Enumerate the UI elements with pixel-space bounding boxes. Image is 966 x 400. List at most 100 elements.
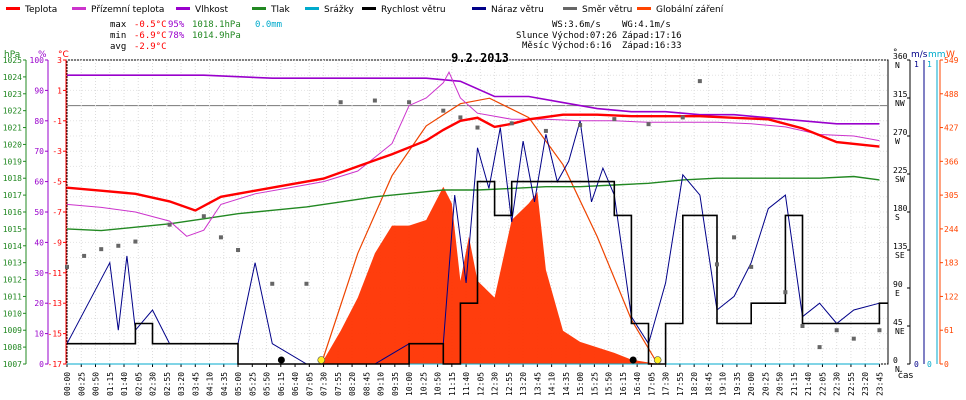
series [65,71,888,365]
solar-tick-label: 366 [944,157,959,166]
direction-compass-label: SE [895,251,905,260]
time-tick-label: 02:55 [163,372,172,396]
time-tick-label: 02:05 [134,372,143,396]
legend-label-7: Směr větru [582,5,632,15]
time-tick-label: 01:15 [106,372,115,396]
sun-moon-block: WS:3.6m/s WG:4.1m/s Slunce Východ:07:26 … [516,20,682,51]
direction-compass-label: S [895,213,900,222]
time-tick-label: 01:40 [120,372,129,396]
pressure-tick-label: 1014 [3,242,22,251]
moon-rise: Východ:6:16 [552,41,612,51]
temperature-tick-label: -11 [48,269,63,278]
time-tick-label: 18:45 [704,372,713,396]
stats-max-press: 1018.1hPa [192,20,241,30]
solar-tick-label: 0 [944,360,949,369]
time-tick-label: 15:50 [605,372,614,396]
wind-unit: m/s [911,50,928,60]
time-tick-label: 00:00 [63,372,72,396]
pressure-tick-label: 1015 [3,225,22,234]
time-tick-label: 14:35 [562,372,571,396]
stats-avg-temp: -2.9°C [134,42,167,52]
wind-direction-point [697,79,702,84]
time-tick-label: 04:10 [206,372,215,396]
wind-direction-point [834,328,839,333]
time-tick-label: 14:10 [548,372,557,396]
time-tick-label: 00:25 [77,372,86,396]
pressure-tick-label: 1007 [3,360,22,369]
time-tick-label: 20:00 [747,372,756,396]
pressure-tick-label: 1017 [3,191,22,200]
stats-max-temp: -0.5°C [134,20,167,30]
time-tick-label: 05:00 [234,372,243,396]
legend-swatch-7 [563,7,577,10]
time-tick-label: 19:35 [733,372,742,396]
time-tick-label: 10:00 [405,372,414,396]
wind-direction-point [851,336,856,341]
series-ground-temp-line [66,71,880,237]
wind-direction-point [458,115,463,120]
pressure-tick-label: 1011 [3,292,22,301]
direction-tick-label: 45 [893,318,903,327]
time-tick-label: 22:30 [833,372,842,396]
time-tick-label: 20:25 [761,372,770,396]
time-tick-label: 18:20 [690,372,699,396]
legend-swatch-0 [6,7,20,10]
time-tick-label: 15:25 [590,372,599,396]
time-tick-label: 08:20 [348,372,357,396]
pressure-tick-label: 1020 [3,140,22,149]
wind-direction-point [65,264,69,269]
moon-marker [277,356,285,364]
series-solar-clear-line [320,97,659,365]
wind-direction-point [732,235,737,240]
wind-direction-point [218,235,223,240]
wind-direction-point [800,324,805,328]
direction-unit: ° [893,48,898,58]
stats-max-rain: 0.0mm [255,20,282,30]
time-tick-label: 15:00 [576,372,585,396]
temperature-tick-label: -9 [52,238,62,247]
wind-direction-point [612,117,617,122]
wind-direction-point [116,243,121,248]
pressure-tick-label: 1018 [3,174,22,183]
pressure-unit: hPa [4,50,20,60]
time-tick-label: 22:05 [818,372,827,396]
legend-label-8: Globální záření [656,5,724,15]
stats-block: max -0.5°C 95% 1018.1hPa 0.0mm min -6.9°… [110,20,282,52]
solar-tick-label: 61 [944,326,954,335]
direction-tick-label: 0 [893,356,898,365]
series-humidity-line [67,74,880,125]
humidity-tick-label: 100 [30,56,45,65]
sun-label: Slunce [516,31,549,41]
direction-compass-label: N [895,365,900,374]
pressure-tick-label: 1013 [3,259,22,268]
wind-direction-point [167,222,172,227]
moon-set: Západ:16:33 [622,41,682,51]
pressure-tick-label: 1012 [3,276,22,285]
solar-unit: W [946,50,955,60]
time-tick-label: 12:55 [505,372,514,396]
time-tick-label: 13:20 [519,372,528,396]
legend-label-1: Přízemní teplota [91,5,164,15]
legend-swatch-1 [72,7,86,10]
time-tick-label: 03:45 [191,372,200,396]
temperature-tick-label: 3 [57,56,62,65]
wind-direction-point [133,239,138,244]
time-tick-label: 21:40 [804,372,813,396]
direction-compass-label: NW [895,99,905,108]
stats-min-label: min [110,31,126,41]
wind-direction-point [236,248,241,252]
time-tick-label: 21:15 [790,372,799,396]
moon-label: Měsíc [522,41,549,51]
legend-swatch-3 [252,7,266,10]
direction-compass-label: N [895,61,900,70]
wind-direction-point [749,264,754,269]
time-tick-label: 07:30 [320,372,329,396]
stats-min-temp: -6.9°C [134,31,167,41]
humidity-tick-label: 50 [34,208,44,217]
rain-tick-label: 1 [927,60,932,69]
wind-direction-point [877,328,882,333]
time-tick-label: 10:50 [434,372,443,396]
legend-label-6: Náraz větru [491,5,544,15]
rain-tick-label: 0 [927,360,932,369]
